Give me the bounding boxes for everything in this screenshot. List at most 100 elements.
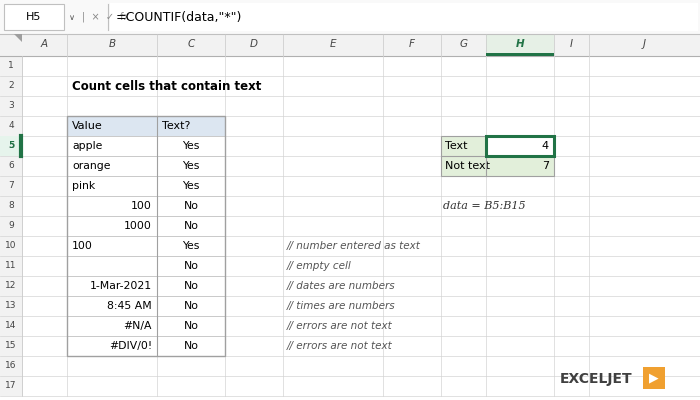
Text: Text: Text [445,141,468,151]
Text: 2: 2 [8,82,14,90]
Bar [225,116,283,136]
Bar [22,256,67,276]
Text: No: No [183,281,199,291]
Bar [554,116,589,136]
Text: No: No [183,341,199,351]
Text: 4: 4 [8,122,14,130]
Text: 100: 100 [131,201,152,211]
Text: H: H [516,39,524,49]
Bar [67,116,225,356]
Bar [486,356,554,376]
Bar [383,34,441,56]
Bar [486,34,554,56]
Polygon shape [14,34,22,42]
Bar [383,316,441,336]
Bar [589,96,700,116]
Bar [0,356,22,376]
Bar [554,176,589,196]
Bar [22,376,67,396]
Text: 8: 8 [8,202,14,210]
Text: 7: 7 [542,161,549,171]
Text: Yes: Yes [182,141,199,151]
Bar [157,136,225,156]
Bar [383,256,441,276]
Bar [643,367,665,389]
Bar [554,96,589,116]
Bar [589,76,700,96]
Bar [225,296,283,316]
Bar [22,156,67,176]
Bar [225,256,283,276]
Bar [554,236,589,256]
Bar [0,96,22,116]
Bar [67,76,157,96]
Text: 3: 3 [8,102,14,110]
Bar [589,316,700,336]
Text: A: A [41,39,48,49]
Bar [0,256,22,276]
Bar [157,376,225,396]
Bar [283,136,383,156]
Bar [589,296,700,316]
Bar [22,236,67,256]
Bar [225,34,283,56]
Bar [157,236,225,256]
Bar [67,34,157,56]
Bar [157,276,225,296]
Text: 1-Mar-2021: 1-Mar-2021 [90,281,152,291]
Bar [283,116,383,136]
Bar [22,336,67,356]
Bar [283,216,383,236]
Bar [441,236,486,256]
Bar [283,296,383,316]
Bar [486,276,554,296]
Bar [441,336,486,356]
Bar [554,136,589,156]
Text: // times are numbers: // times are numbers [287,301,396,311]
Bar [383,236,441,256]
Bar [225,56,283,76]
Bar [383,176,441,196]
Text: 16: 16 [6,362,17,370]
Text: 17: 17 [6,382,17,390]
Bar [554,376,589,396]
Bar [283,356,383,376]
Bar [441,136,486,156]
Text: Count cells that contain text: Count cells that contain text [72,80,261,92]
Bar [283,176,383,196]
Bar [283,96,383,116]
Bar [157,156,225,176]
Bar [383,276,441,296]
Text: orange: orange [72,161,111,171]
Bar [22,34,67,56]
Bar [22,176,67,196]
Text: No: No [183,261,199,271]
Bar [283,156,383,176]
Bar [157,356,225,376]
Bar [383,216,441,236]
Bar [554,276,589,296]
Bar [0,376,22,396]
Text: // errors are not text: // errors are not text [287,341,393,351]
Bar [441,136,554,176]
Bar [554,356,589,376]
Bar [486,136,554,156]
Bar [486,196,554,216]
Bar [0,236,22,256]
Bar [67,116,157,136]
Text: No: No [183,201,199,211]
Bar [486,96,554,116]
Bar [67,356,157,376]
Bar [383,336,441,356]
Text: 13: 13 [6,302,17,310]
Bar [441,276,486,296]
Bar [283,276,383,296]
Text: I: I [570,39,573,49]
Bar [225,156,283,176]
Bar [67,256,157,276]
Bar [283,56,383,76]
Text: 1000: 1000 [124,221,152,231]
Text: 10: 10 [6,242,17,250]
Bar [225,176,283,196]
Bar [283,236,383,256]
